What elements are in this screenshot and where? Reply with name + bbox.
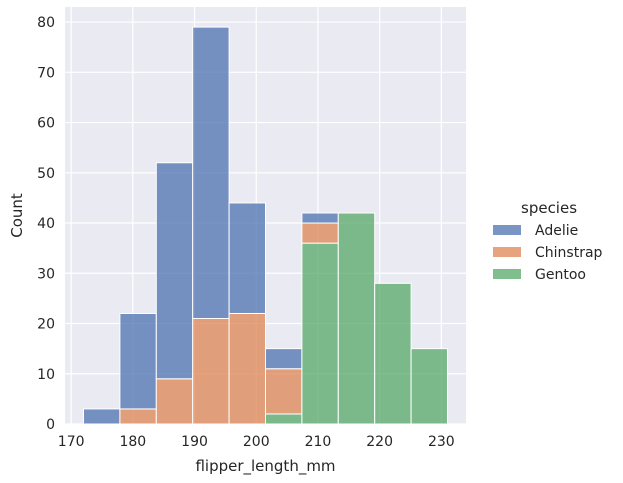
legend-swatch-gentoo: [493, 269, 521, 279]
bar-adelie: [265, 348, 303, 370]
legend: species Adelie Chinstrap Gentoo: [493, 199, 603, 283]
bar-adelie: [119, 312, 157, 410]
y-tick-label: 20: [37, 317, 55, 333]
bar-adelie: [155, 162, 194, 380]
x-tick-label: 230: [428, 434, 455, 450]
legend-label-adelie: Adelie: [535, 223, 578, 239]
y-tick-label: 60: [37, 116, 55, 132]
x-axis-label: flipper_length_mm: [195, 457, 335, 476]
bar-chinstrap: [228, 312, 266, 425]
bar-gentoo: [337, 212, 376, 425]
y-tick-label: 50: [37, 166, 55, 182]
y-tick-label: 30: [37, 266, 55, 282]
x-tick-label: 210: [305, 434, 332, 450]
bar-adelie: [83, 408, 121, 425]
bar-chinstrap: [301, 222, 339, 244]
bars: [83, 26, 448, 425]
bar-gentoo: [374, 282, 412, 425]
y-tick-label: 10: [37, 367, 55, 383]
bar-gentoo: [410, 348, 448, 425]
bar-chinstrap: [192, 317, 230, 425]
bar-adelie: [192, 26, 230, 319]
bar-chinstrap: [119, 408, 157, 425]
legend-label-chinstrap: Chinstrap: [535, 245, 603, 261]
bar-adelie: [228, 202, 266, 314]
y-tick-label: 80: [37, 15, 55, 31]
x-tick-label: 170: [58, 434, 85, 450]
bar-gentoo: [265, 413, 303, 425]
y-tick-label: 70: [37, 65, 55, 81]
bar-chinstrap: [265, 368, 303, 415]
y-axis-label: Count: [8, 193, 26, 238]
x-tick-label: 180: [119, 434, 146, 450]
legend-swatch-adelie: [493, 225, 521, 235]
x-tick-label: 220: [366, 434, 393, 450]
legend-swatch-chinstrap: [493, 247, 521, 257]
bar-adelie: [301, 212, 339, 224]
y-tick-labels: 0 10 20 30 40 50 60 70 80: [37, 15, 55, 433]
y-tick-label: 0: [46, 417, 55, 433]
bar-chinstrap: [155, 378, 194, 425]
x-tick-label: 200: [243, 434, 270, 450]
legend-label-gentoo: Gentoo: [535, 267, 586, 283]
x-tick-label: 190: [181, 434, 208, 450]
y-tick-label: 40: [37, 216, 55, 232]
x-tick-labels: 170 180 190 200 210 220 230: [58, 434, 455, 450]
legend-title: species: [521, 199, 577, 217]
bar-gentoo: [301, 242, 339, 425]
